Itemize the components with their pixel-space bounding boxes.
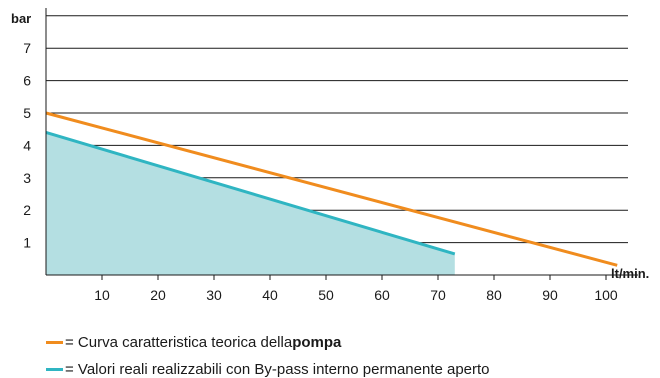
y-tick-label: 1 bbox=[23, 235, 31, 251]
x-tick-label: 40 bbox=[262, 287, 278, 303]
y-tick-label: 3 bbox=[23, 170, 31, 186]
x-tick-label: 70 bbox=[430, 287, 446, 303]
x-axis-title: lt/min. bbox=[611, 266, 649, 281]
x-tick-label: 50 bbox=[318, 287, 334, 303]
x-tick-label: 20 bbox=[150, 287, 166, 303]
y-axis-title: bar bbox=[11, 11, 31, 26]
y-tick-label: 5 bbox=[23, 105, 31, 121]
x-tick-label: 100 bbox=[594, 287, 618, 303]
legend-text: = Valori reali realizzabili con By-pass … bbox=[65, 361, 490, 378]
y-tick-label: 6 bbox=[23, 73, 31, 89]
area-fill bbox=[46, 132, 455, 275]
series-line bbox=[45, 111, 618, 267]
legend-item-bypass: = Valori reali realizzabili con By-pass … bbox=[46, 361, 490, 378]
area-fills bbox=[46, 132, 455, 275]
y-tick-label: 4 bbox=[23, 137, 31, 153]
legend-swatch-orange bbox=[46, 341, 63, 344]
x-tick-label: 80 bbox=[486, 287, 502, 303]
x-tick-label: 10 bbox=[94, 287, 110, 303]
legend-text-bold: pompa bbox=[292, 334, 342, 351]
legend-text: = Curva caratteristica teorica della bbox=[65, 334, 293, 351]
y-tick-label: 7 bbox=[23, 40, 31, 56]
series-line bbox=[45, 131, 456, 256]
tick-labels: 1 2 3 4 5 6 7 10 20 30 40 50 60 70 80 90 100 bbox=[23, 40, 618, 303]
series-lines bbox=[45, 111, 618, 267]
legend-item-pump-curve: = Curva caratteristica teorica della pom… bbox=[46, 334, 341, 351]
y-tick-label: 2 bbox=[23, 202, 31, 218]
axes bbox=[45, 8, 638, 280]
x-tick-label: 30 bbox=[206, 287, 222, 303]
pump-chart: 1 2 3 4 5 6 7 10 20 30 40 50 60 70 80 90 100 bar lt/min. bbox=[11, 8, 649, 303]
legend-swatch-teal bbox=[46, 368, 63, 371]
x-tick-label: 60 bbox=[374, 287, 390, 303]
x-tick-label: 90 bbox=[542, 287, 558, 303]
